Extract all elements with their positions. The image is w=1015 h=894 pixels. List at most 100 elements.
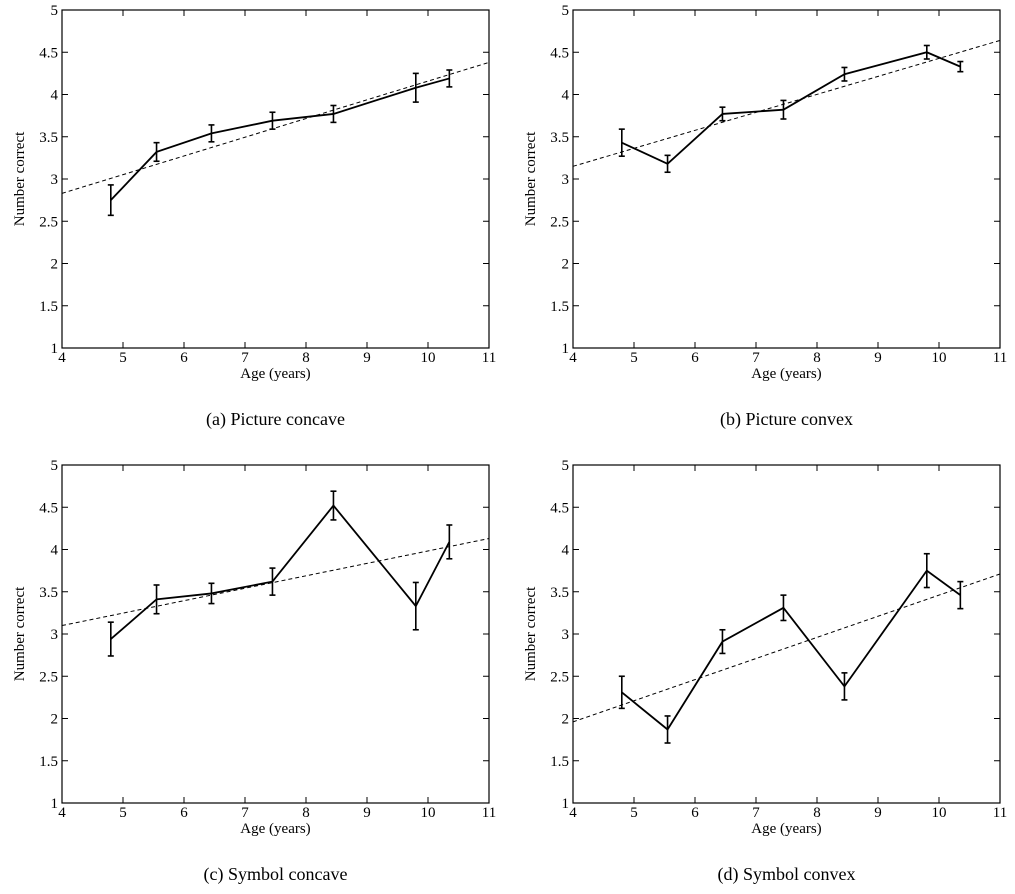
plot-frame	[572, 9, 1001, 349]
y-tick-label: 5	[562, 3, 570, 19]
plot-frame	[61, 9, 490, 349]
x-tick-label: 5	[630, 805, 638, 821]
x-tick-label: 4	[569, 805, 577, 821]
x-tick-label: 10	[932, 805, 947, 821]
x-tick-label: 8	[302, 805, 310, 821]
x-tick-label: 8	[813, 805, 821, 821]
panel-caption: (d) Symbol convex	[718, 864, 856, 885]
error-bar	[618, 675, 625, 710]
x-tick-label: 4	[569, 350, 577, 366]
error-bar	[618, 128, 625, 157]
y-tick-label: 1.5	[550, 299, 569, 315]
panel-caption: (a) Picture concave	[206, 409, 345, 430]
y-tick-label: 3.5	[550, 585, 569, 601]
x-tick-label: 7	[241, 350, 249, 366]
error-bar	[719, 628, 726, 655]
y-tick-label: 1.5	[39, 754, 58, 770]
error-bar	[719, 106, 726, 122]
y-tick-label: 3.5	[550, 130, 569, 146]
y-tick-label: 1	[51, 796, 59, 812]
x-tick-label: 4	[58, 350, 66, 366]
x-tick-label: 9	[874, 805, 882, 821]
x-axis-label: Age (years)	[240, 821, 310, 837]
error-bar	[208, 124, 215, 143]
error-bar	[957, 60, 964, 73]
series-line	[621, 569, 961, 731]
error-bar	[841, 66, 848, 82]
y-tick-label: 2	[51, 257, 59, 273]
y-tick-label: 3	[51, 172, 59, 188]
x-tick-label: 6	[180, 805, 188, 821]
y-tick-label: 1.5	[550, 754, 569, 770]
error-bar	[446, 69, 453, 88]
error-bar	[269, 567, 276, 596]
x-tick-label: 10	[421, 805, 436, 821]
x-tick-label: 11	[482, 805, 496, 821]
y-axis-label: Number correct	[12, 131, 28, 226]
x-tick-label: 11	[993, 350, 1007, 366]
y-tick-label: 2.5	[550, 669, 569, 685]
y-tick-label: 4.5	[550, 500, 569, 516]
x-tick-label: 9	[363, 350, 371, 366]
error-bar	[664, 715, 671, 744]
y-tick-label: 1	[562, 796, 570, 812]
x-tick-label: 6	[691, 805, 699, 821]
error-bar	[446, 524, 453, 560]
error-bar	[153, 584, 160, 615]
x-tick-label: 4	[58, 805, 66, 821]
error-bar	[412, 72, 419, 103]
x-tick-label: 8	[813, 350, 821, 366]
x-tick-label: 11	[482, 350, 496, 366]
x-tick-label: 6	[180, 350, 188, 366]
y-tick-label: 2.5	[39, 669, 58, 685]
y-tick-label: 4	[51, 88, 59, 104]
plot-frame	[572, 464, 1001, 804]
series-line	[621, 51, 961, 165]
x-tick-label: 7	[241, 805, 249, 821]
x-tick-label: 7	[752, 350, 760, 366]
y-tick-label: 4.5	[550, 45, 569, 61]
y-tick-label: 3	[562, 627, 570, 643]
y-tick-label: 3.5	[39, 130, 58, 146]
y-tick-label: 5	[51, 458, 59, 474]
x-axis-label: Age (years)	[240, 366, 310, 382]
y-tick-label: 1	[562, 341, 570, 357]
error-bar	[412, 581, 419, 631]
y-tick-label: 5	[562, 458, 570, 474]
error-bar	[841, 672, 848, 701]
y-tick-label: 3	[51, 627, 59, 643]
error-bar	[957, 580, 964, 610]
y-axis-label: Number correct	[523, 131, 539, 226]
y-tick-label: 4	[562, 543, 570, 559]
x-tick-label: 11	[993, 805, 1007, 821]
y-tick-label: 2.5	[550, 214, 569, 230]
series-line	[110, 504, 451, 640]
error-bar	[107, 184, 114, 217]
y-tick-label: 5	[51, 3, 59, 19]
y-tick-label: 4	[562, 88, 570, 104]
error-bar	[107, 621, 114, 657]
x-axis-label: Age (years)	[751, 821, 821, 837]
x-tick-label: 9	[363, 805, 371, 821]
plot-frame	[61, 464, 490, 804]
fit-line	[61, 61, 490, 194]
y-tick-label: 1	[51, 341, 59, 357]
error-bar	[923, 552, 930, 589]
series-line	[110, 77, 450, 201]
error-bar	[269, 111, 276, 130]
y-axis-label: Number correct	[12, 586, 28, 681]
x-tick-label: 5	[119, 350, 127, 366]
y-tick-label: 2.5	[39, 214, 58, 230]
error-bar	[780, 99, 787, 120]
x-tick-label: 5	[630, 350, 638, 366]
error-bar	[780, 594, 787, 622]
x-tick-label: 5	[119, 805, 127, 821]
error-bar	[664, 154, 671, 174]
fit-line	[572, 39, 1001, 167]
y-tick-label: 4.5	[39, 500, 58, 516]
